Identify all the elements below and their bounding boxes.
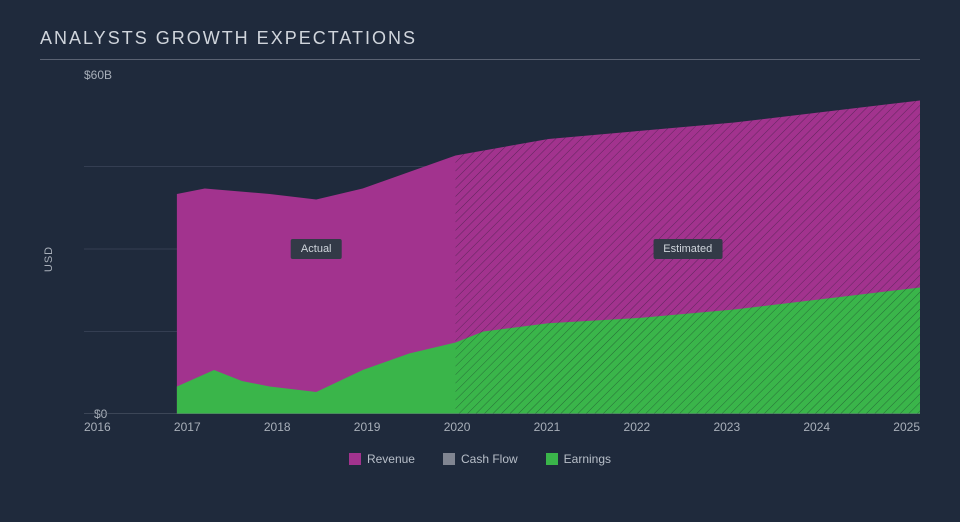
legend-swatch [349, 453, 361, 465]
x-tick: 2019 [354, 420, 381, 434]
x-tick: 2023 [713, 420, 740, 434]
x-axis-ticks: 2016 2017 2018 2019 2020 2021 2022 2023 2024 2025 [84, 414, 920, 434]
legend-label: Earnings [564, 452, 611, 466]
x-tick: 2025 [893, 420, 920, 434]
plot-area: $0 ActualEstimated [84, 84, 920, 414]
legend-swatch [546, 453, 558, 465]
chart-container: ANALYSTS GROWTH EXPECTATIONS $60B USD $0… [0, 0, 960, 466]
legend-item-earnings: Earnings [546, 452, 611, 466]
legend-item-revenue: Revenue [349, 452, 415, 466]
legend-label: Revenue [367, 452, 415, 466]
y-max-label: $60B [84, 68, 920, 82]
estimated-badge: Estimated [653, 239, 722, 259]
legend: Revenue Cash Flow Earnings [40, 434, 920, 466]
x-tick: 2020 [444, 420, 471, 434]
legend-item-cashflow: Cash Flow [443, 452, 518, 466]
legend-label: Cash Flow [461, 452, 518, 466]
x-tick: 2022 [624, 420, 651, 434]
chart-title: ANALYSTS GROWTH EXPECTATIONS [40, 28, 920, 60]
chart-outer: USD $0 ActualEstimated 20162017201820192… [40, 84, 920, 434]
x-tick: 2016 [84, 420, 111, 434]
x-tick: 2017 [174, 420, 201, 434]
legend-swatch [443, 453, 455, 465]
y-axis-label: USD [43, 246, 55, 272]
x-tick: 2024 [803, 420, 830, 434]
actual-badge: Actual [291, 239, 342, 259]
x-tick: 2021 [534, 420, 561, 434]
x-tick: 2018 [264, 420, 291, 434]
chart-svg [84, 84, 920, 414]
